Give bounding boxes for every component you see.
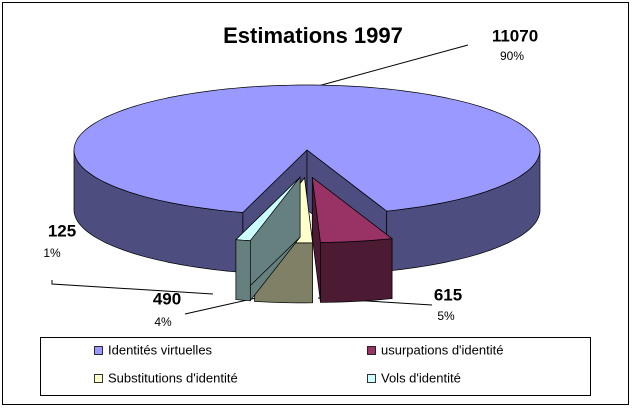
legend-box [40, 337, 591, 396]
data-label: 11070 [492, 26, 538, 45]
percent-label: 4% [154, 315, 172, 329]
legend-swatch [367, 374, 376, 383]
percent-label: 5% [437, 309, 455, 323]
slice [235, 176, 301, 241]
data-label: 490 [153, 289, 181, 308]
legend-label: Vols d'identité [381, 370, 461, 385]
legend-label: usurpations d'identité [381, 342, 503, 357]
percent-label: 90% [500, 49, 524, 63]
leader-line [51, 280, 214, 295]
legend-swatch [94, 374, 103, 383]
slice [311, 176, 393, 303]
data-label: 125 [48, 221, 76, 240]
pie [73, 84, 541, 304]
chart-title: Estimations 1997 [223, 23, 403, 48]
percent-label: 1% [43, 246, 61, 260]
data-label: 615 [434, 285, 462, 304]
leader-line [317, 44, 469, 87]
legend-label: Substitutions d'identité [108, 370, 238, 385]
legend-swatch [367, 346, 376, 355]
slice-side [320, 238, 393, 303]
legend-swatch [94, 346, 103, 355]
slice [235, 176, 301, 302]
slice [73, 84, 541, 213]
legend-label: Identités virtuelles [108, 342, 213, 357]
slice-side [235, 239, 251, 301]
leader-line [184, 297, 257, 315]
slice [311, 176, 393, 243]
